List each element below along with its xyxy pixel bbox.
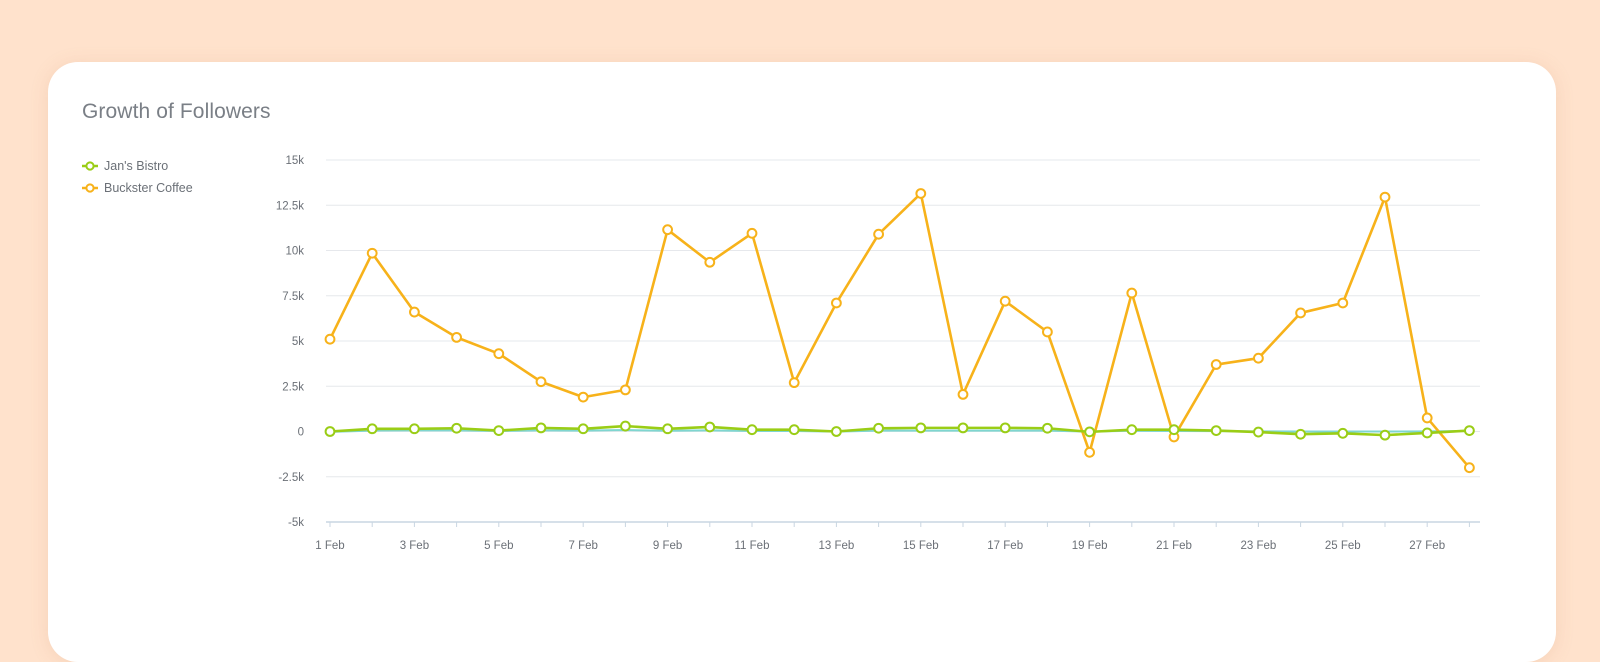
x-tick-label: 5 Feb <box>484 540 513 552</box>
y-tick-label: 0 <box>298 427 304 439</box>
data-point[interactable] <box>746 227 758 239</box>
x-tick-label: 21 Feb <box>1156 540 1192 552</box>
y-tick-label: -2.5k <box>278 472 304 484</box>
legend-marker-icon <box>82 183 98 193</box>
y-tick-label: 15k <box>285 155 304 167</box>
y-tick-label: 7.5k <box>282 291 304 303</box>
data-point[interactable] <box>999 295 1011 307</box>
data-point[interactable] <box>577 391 589 403</box>
data-point[interactable] <box>831 297 842 309</box>
data-point[interactable] <box>915 188 927 199</box>
data-point[interactable] <box>1084 446 1095 458</box>
data-point[interactable] <box>704 256 716 268</box>
data-point[interactable] <box>999 422 1011 434</box>
data-point[interactable] <box>1379 191 1391 203</box>
x-tick-label: 27 Feb <box>1409 540 1445 552</box>
legend-marker-icon <box>82 161 98 171</box>
data-point[interactable] <box>577 423 589 435</box>
chart-legend: Jan's Bistro Buckster Coffee <box>82 155 193 199</box>
data-point[interactable] <box>1379 429 1391 441</box>
data-point[interactable] <box>873 422 884 434</box>
data-point[interactable] <box>662 423 673 435</box>
legend-item-buckster-coffee[interactable]: Buckster Coffee <box>82 177 193 199</box>
x-tick-label: 25 Feb <box>1325 540 1361 552</box>
legend-label: Buckster Coffee <box>104 181 193 195</box>
data-point[interactable] <box>620 420 631 432</box>
chart-card: Growth of Followers Jan's Bistro Buckster… <box>48 62 1556 662</box>
data-point[interactable] <box>1042 326 1053 338</box>
data-point[interactable] <box>1464 425 1475 436</box>
data-point[interactable] <box>746 424 758 436</box>
data-point[interactable] <box>1337 297 1349 309</box>
data-point[interactable] <box>451 331 463 343</box>
series-buckster-coffee <box>324 188 1475 474</box>
data-point[interactable] <box>1295 428 1306 440</box>
data-point[interactable] <box>788 424 800 436</box>
data-point[interactable] <box>451 422 463 434</box>
series-line-jan-s-bistro <box>328 424 1471 437</box>
data-point[interactable] <box>1126 424 1138 436</box>
data-point[interactable] <box>957 422 969 434</box>
data-point[interactable] <box>535 376 547 388</box>
x-tick-label: 11 Feb <box>735 540 770 552</box>
data-point[interactable] <box>366 247 378 259</box>
data-point[interactable] <box>915 422 927 434</box>
data-point[interactable] <box>1084 426 1095 438</box>
data-point[interactable] <box>1210 425 1222 436</box>
x-tick-label: 9 Feb <box>653 540 682 552</box>
data-point[interactable] <box>873 228 884 240</box>
data-point[interactable] <box>1168 424 1180 436</box>
data-point[interactable] <box>620 384 631 396</box>
x-tick-label: 17 Feb <box>987 540 1023 552</box>
x-tick-label: 15 Feb <box>903 540 939 552</box>
data-point[interactable] <box>957 388 969 400</box>
data-point[interactable] <box>788 377 800 389</box>
data-point[interactable] <box>1337 427 1349 439</box>
y-tick-label: -5k <box>288 517 304 529</box>
data-point[interactable] <box>1421 412 1433 424</box>
y-tick-label: 2.5k <box>282 381 304 393</box>
data-point[interactable] <box>1253 426 1264 438</box>
reference-line <box>329 429 1470 433</box>
data-point[interactable] <box>704 421 716 433</box>
data-point[interactable] <box>1210 359 1222 370</box>
data-point[interactable] <box>366 423 378 435</box>
x-tick-label: 23 Feb <box>1240 540 1276 552</box>
data-point[interactable] <box>535 422 547 434</box>
data-point[interactable] <box>1042 422 1053 434</box>
data-point[interactable] <box>1464 462 1475 474</box>
legend-item-jan-s-bistro[interactable]: Jan's Bistro <box>82 155 193 177</box>
legend-label: Jan's Bistro <box>104 159 169 173</box>
series-line-buckster-coffee <box>328 192 1471 470</box>
x-tick-label: 1 Feb <box>315 540 344 552</box>
data-point[interactable] <box>493 425 505 436</box>
data-point[interactable] <box>1295 307 1306 319</box>
data-point[interactable] <box>1126 287 1138 299</box>
data-point[interactable] <box>324 426 336 437</box>
y-tick-label: 5k <box>292 336 304 348</box>
data-point[interactable] <box>409 306 420 318</box>
data-point[interactable] <box>1421 427 1433 439</box>
data-point[interactable] <box>493 348 505 360</box>
x-axis: 1 Feb 3 Feb 5 Feb 7 Feb 9 Feb 11 Feb 13 Feb 15 … <box>315 522 1470 552</box>
y-tick-label: 10k <box>285 246 304 258</box>
data-point[interactable] <box>324 333 336 345</box>
data-point[interactable] <box>831 426 842 437</box>
x-tick-label: 19 Feb <box>1072 540 1108 552</box>
series-jan-s-bistro <box>324 420 1475 441</box>
chart-title: Growth of Followers <box>82 100 271 123</box>
line-chart: -5k -2.5k 0 2.5k 5k 7.5k 10k 12.5k 15k 1 Feb 3 Feb… <box>276 155 1480 552</box>
data-point[interactable] <box>662 224 673 236</box>
y-tick-label: 12.5k <box>276 200 304 212</box>
x-tick-label: 13 Feb <box>818 540 854 552</box>
x-tick-label: 3 Feb <box>400 540 429 552</box>
data-point[interactable] <box>1253 352 1264 364</box>
data-point[interactable] <box>409 423 420 435</box>
x-tick-label: 7 Feb <box>568 540 597 552</box>
